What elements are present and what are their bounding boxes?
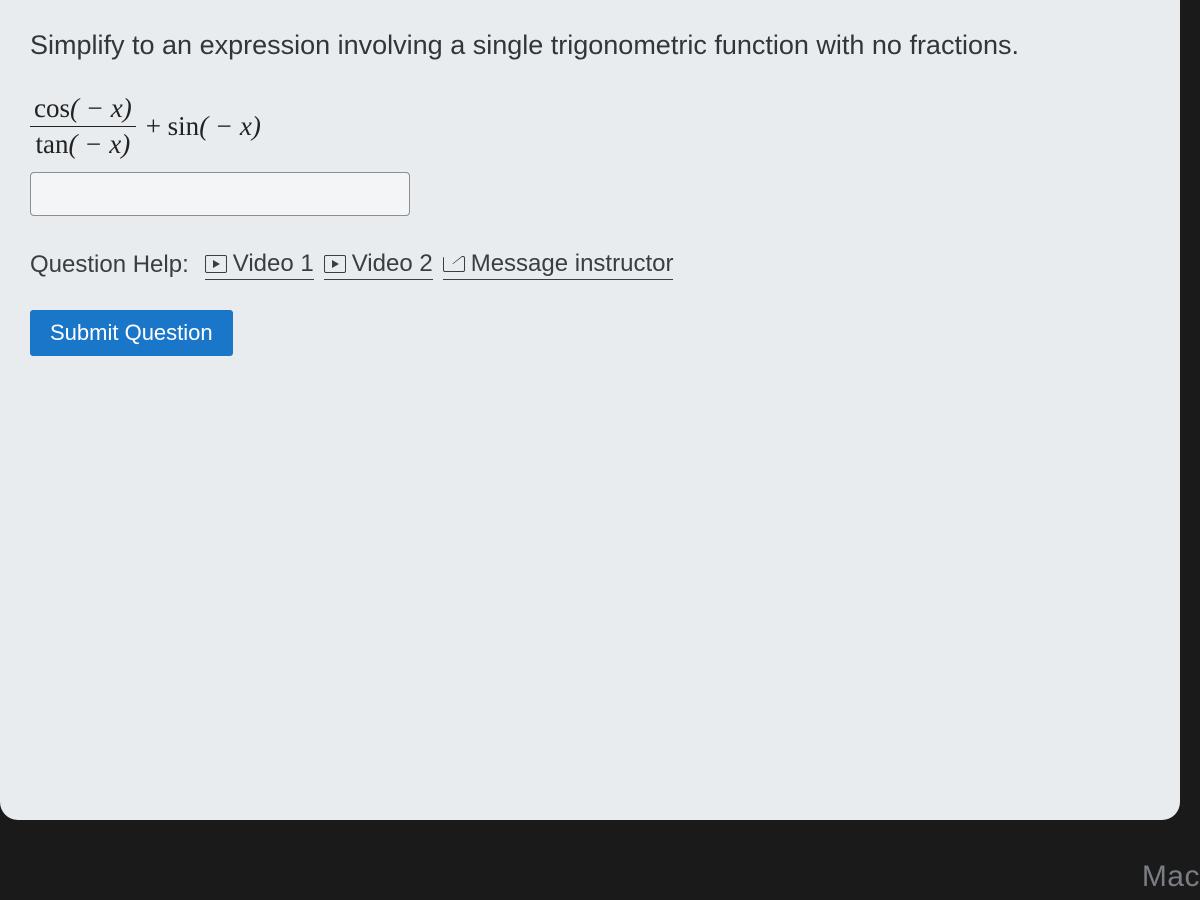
video-1-link[interactable]: Video 1 xyxy=(205,250,314,280)
question-help-row: Question Help: Video 1 Video 2 Message i… xyxy=(30,250,1150,280)
plus-term: + sin( − x) xyxy=(146,111,261,142)
fraction: cos( − x) tan( − x) xyxy=(30,93,136,160)
question-panel: Simplify to an expression involving a si… xyxy=(0,0,1180,820)
video-icon xyxy=(205,255,227,273)
help-label: Question Help: xyxy=(30,251,189,279)
message-instructor-link[interactable]: Message instructor xyxy=(443,250,674,280)
math-expression: cos( − x) tan( − x) + sin( − x) xyxy=(30,93,1150,160)
envelope-icon xyxy=(443,256,465,272)
video-2-label: Video 2 xyxy=(352,250,433,278)
video-1-label: Video 1 xyxy=(233,250,314,278)
video-icon xyxy=(324,255,346,273)
numerator: cos( − x) xyxy=(30,93,136,124)
submit-question-button[interactable]: Submit Question xyxy=(30,310,233,356)
device-label: Mac xyxy=(1142,860,1200,894)
question-prompt: Simplify to an expression involving a si… xyxy=(30,28,1150,63)
fraction-bar xyxy=(30,126,136,127)
denominator: tan( − x) xyxy=(32,129,135,160)
message-instructor-label: Message instructor xyxy=(471,250,674,278)
video-2-link[interactable]: Video 2 xyxy=(324,250,433,280)
answer-input[interactable] xyxy=(30,172,410,216)
